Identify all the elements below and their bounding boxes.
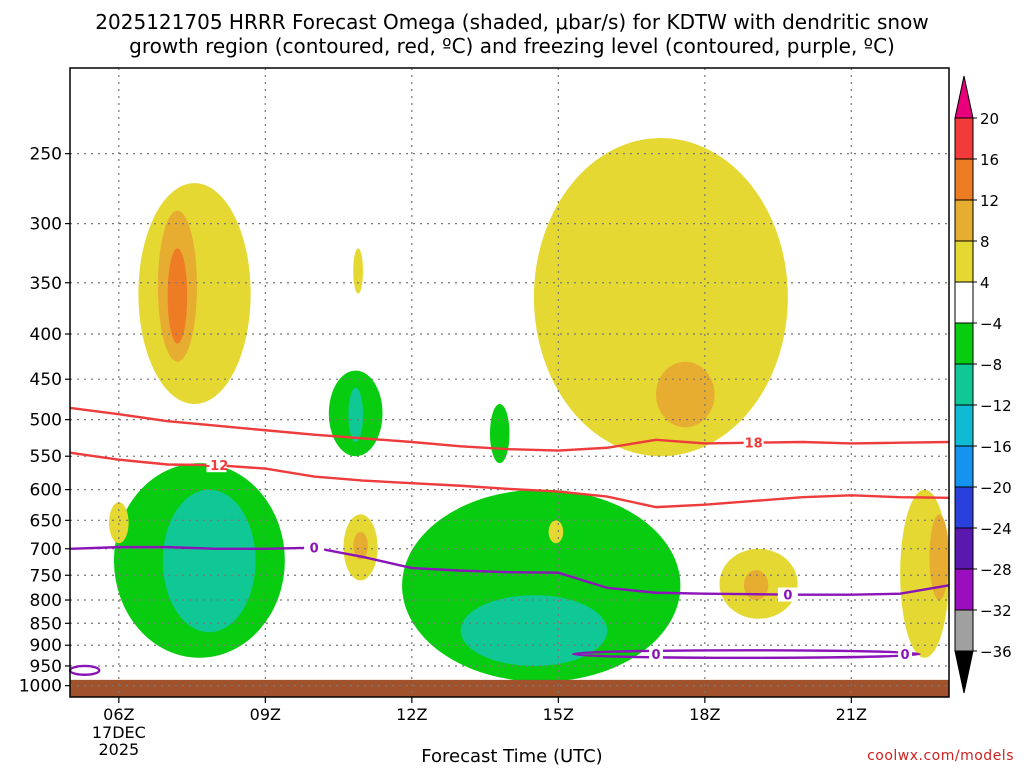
colorbar-swatch bbox=[954, 281, 974, 324]
colorbar-swatch bbox=[954, 322, 974, 365]
colorbar-swatch bbox=[954, 527, 974, 570]
colorbar-top-triangle bbox=[954, 75, 974, 119]
y-tick-label: 800 bbox=[30, 591, 62, 611]
freezing-level-closed-contour bbox=[68, 664, 101, 676]
y-tick-label: 650 bbox=[30, 511, 62, 531]
chart-title-line-1: 2025121705 HRRR Forecast Omega (shaded, … bbox=[95, 10, 929, 34]
colorbar-label: 8 bbox=[980, 233, 990, 251]
y-tick-label: 400 bbox=[30, 325, 62, 345]
omega-region bbox=[162, 489, 256, 633]
omega-region bbox=[533, 137, 788, 457]
omega-region bbox=[743, 570, 769, 601]
x-tick-label: 12Z bbox=[396, 705, 427, 724]
colorbar-label: −32 bbox=[980, 602, 1012, 620]
omega-region bbox=[348, 387, 363, 443]
colorbar-label: −20 bbox=[980, 479, 1012, 497]
y-tick-label: 300 bbox=[30, 215, 62, 235]
x-tick-label: 09Z bbox=[250, 705, 281, 724]
y-tick-label: 350 bbox=[30, 274, 62, 294]
y-tick-label: 850 bbox=[30, 614, 62, 634]
x-tick-label: 18Z bbox=[689, 705, 720, 724]
colorbar-label: −16 bbox=[980, 438, 1012, 456]
colorbar-swatch bbox=[954, 445, 974, 488]
contour-label-bg bbox=[898, 647, 913, 662]
colorbar-swatch bbox=[954, 199, 974, 242]
colorbar-label: −24 bbox=[980, 520, 1012, 538]
omega-region bbox=[353, 248, 363, 294]
colorbar-swatch bbox=[954, 363, 974, 406]
x-date-label: 17DEC bbox=[92, 723, 146, 742]
y-tick-label: 500 bbox=[30, 411, 62, 431]
ground-fill bbox=[70, 679, 949, 697]
colorbar-swatch bbox=[954, 117, 974, 160]
colorbar-label: 4 bbox=[980, 274, 990, 292]
colorbar-label: 16 bbox=[980, 151, 999, 169]
y-tick-label: 750 bbox=[30, 566, 62, 586]
chart-title-line-2: growth region (contoured, red, ºC) and f… bbox=[129, 34, 895, 58]
y-tick-label: 900 bbox=[30, 636, 62, 656]
colorbar-label: −36 bbox=[980, 643, 1012, 661]
contour-label-bg bbox=[304, 540, 325, 555]
x-date-label: 2025 bbox=[98, 740, 139, 759]
temperature-contour bbox=[69, 406, 950, 452]
contour-label-freezing: 0 bbox=[783, 589, 792, 604]
colorbar-swatch bbox=[954, 404, 974, 447]
colorbar-swatch bbox=[954, 240, 974, 283]
credit-link[interactable]: coolwx.com/models bbox=[867, 748, 1014, 764]
contour-label-freezing: 0 bbox=[901, 648, 910, 663]
y-tick-label: 700 bbox=[30, 540, 62, 560]
plot-frame bbox=[69, 67, 950, 698]
freezing-level-closed-contour bbox=[571, 649, 921, 660]
y-tick-label: 250 bbox=[30, 145, 62, 165]
x-axis-label: Forecast Time (UTC) bbox=[421, 746, 603, 767]
contour-label-minus12: -12 bbox=[205, 459, 229, 474]
contour-label-bg bbox=[649, 647, 663, 662]
omega-region bbox=[109, 502, 129, 544]
contour-label-freezing: 0 bbox=[651, 648, 660, 663]
colorbar-label: −28 bbox=[980, 561, 1012, 579]
colorbar-swatch bbox=[954, 609, 974, 652]
omega-region bbox=[929, 514, 949, 601]
colorbar-swatch bbox=[954, 486, 974, 529]
colorbar-label: 20 bbox=[980, 110, 999, 128]
freezing-level-contour bbox=[69, 545, 950, 596]
colorbar-label: 12 bbox=[980, 192, 999, 210]
contour-label-18: 18 bbox=[745, 437, 763, 452]
omega-region bbox=[167, 248, 188, 344]
y-tick-label: 600 bbox=[30, 481, 62, 501]
x-tick-label: 21Z bbox=[836, 705, 867, 724]
omega-region bbox=[489, 403, 510, 464]
colorbar-swatch bbox=[954, 568, 974, 611]
x-tick-label: 15Z bbox=[543, 705, 574, 724]
contour-label-bg bbox=[777, 587, 798, 602]
colorbar-label: −4 bbox=[980, 315, 1002, 333]
omega-region bbox=[353, 531, 368, 560]
y-tick-label: 1000 bbox=[19, 677, 62, 697]
colorbar-bottom-triangle bbox=[954, 650, 974, 694]
contour-label-bg bbox=[206, 458, 227, 473]
omega-region bbox=[656, 361, 715, 428]
x-tick-label: 06Z bbox=[103, 705, 134, 724]
contour-label-bg bbox=[743, 435, 764, 450]
colorbar-label: −12 bbox=[980, 397, 1012, 415]
omega-region bbox=[548, 520, 564, 544]
y-tick-label: 950 bbox=[30, 657, 62, 677]
colorbar-swatch bbox=[954, 158, 974, 201]
omega-shading bbox=[109, 137, 949, 682]
contour-label-freezing: 0 bbox=[310, 542, 319, 557]
colorbar-label: −8 bbox=[980, 356, 1002, 374]
y-tick-label: 450 bbox=[30, 370, 62, 390]
omega-region bbox=[460, 595, 608, 666]
y-tick-label: 550 bbox=[30, 447, 62, 467]
